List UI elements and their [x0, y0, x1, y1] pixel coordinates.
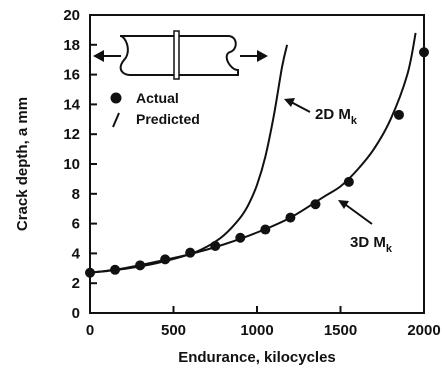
- data-point-actual: [235, 232, 246, 243]
- plot-area: 0 500 1000 1500 2000 0 2 4 6 8 10 12 14 16 18 20: [63, 7, 440, 339]
- series-line-3d-m: [89, 32, 417, 274]
- y-tick-label: 8: [72, 186, 80, 203]
- annotation-3d-label: 3D Mk: [350, 234, 393, 255]
- y-tick-label: 4: [72, 245, 81, 262]
- y-tick-label: 0: [72, 305, 80, 322]
- data-point-actual: [85, 267, 95, 278]
- y-axis-title: Crack depth, a mm: [14, 97, 31, 231]
- y-tick-label: 20: [63, 7, 80, 24]
- data-point-actual: [343, 176, 354, 187]
- y-tick-label: 14: [63, 96, 80, 113]
- legend: Actual Predicted: [110, 90, 200, 128]
- y-tick-label: 18: [63, 37, 80, 54]
- series-line-2d-m: [89, 44, 289, 274]
- x-tick-label: 0: [86, 322, 94, 339]
- legend-marker-predicted: [112, 112, 120, 128]
- y-tick-label: 2: [72, 275, 80, 292]
- specimen-inset: [93, 30, 268, 80]
- data-point-actual: [419, 47, 429, 58]
- legend-label-actual: Actual: [136, 90, 179, 106]
- annotation-3d: 3D Mk: [338, 200, 393, 255]
- x-tick-label: 500: [161, 322, 186, 339]
- right-arrowhead-icon: [257, 50, 268, 62]
- series-lines: [89, 32, 417, 274]
- data-point-actual: [110, 264, 121, 275]
- annotation-2d-arrow: [290, 101, 311, 113]
- annotation-3d-arrowhead-icon: [338, 200, 349, 209]
- x-tick-label: 1500: [324, 322, 357, 339]
- series-points: [85, 47, 429, 278]
- y-tick-label: 6: [72, 216, 80, 233]
- legend-label-predicted: Predicted: [136, 111, 200, 127]
- tick-marks: [89, 14, 425, 314]
- annotation-2d-arrowhead-icon: [284, 98, 295, 107]
- data-point-actual: [393, 109, 404, 120]
- crack-slot: [173, 30, 180, 80]
- x-tick-label: 1000: [240, 322, 273, 339]
- data-point-actual: [160, 254, 171, 265]
- legend-marker-actual: [110, 92, 122, 104]
- data-point-actual: [260, 224, 271, 235]
- left-arrowhead-icon: [93, 50, 104, 62]
- x-tick-label: 2000: [407, 322, 440, 339]
- annotation-2d: 2D Mk: [284, 98, 358, 127]
- y-tick-label: 10: [63, 156, 80, 173]
- y-tick-label: 12: [63, 126, 80, 143]
- data-point-actual: [310, 199, 321, 210]
- data-point-actual: [135, 260, 146, 271]
- data-point-actual: [210, 240, 221, 251]
- annotation-2d-label: 2D Mk: [315, 106, 358, 127]
- annotation-3d-arrow: [345, 204, 373, 225]
- data-point-actual: [185, 247, 196, 258]
- tick-labels: 0 500 1000 1500 2000 0 2 4 6 8 10 12 14 16 18 20: [63, 7, 440, 339]
- y-tick-label: 16: [63, 67, 80, 84]
- specimen-outline: [119, 35, 239, 76]
- x-axis-title: Endurance, kilocycles: [178, 349, 336, 366]
- data-point-actual: [285, 212, 296, 223]
